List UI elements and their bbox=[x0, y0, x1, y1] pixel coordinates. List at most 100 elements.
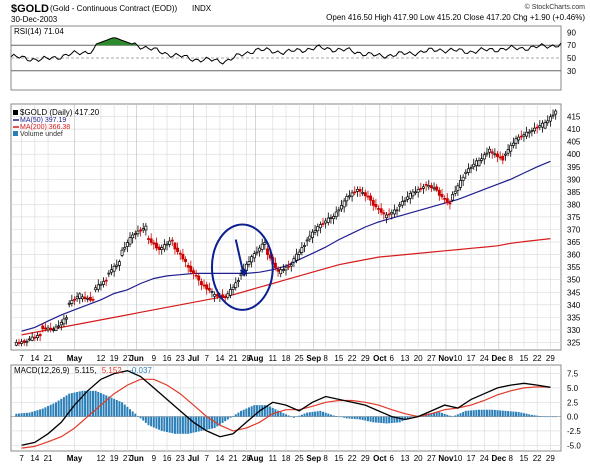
candle-body bbox=[139, 229, 143, 232]
macd-histogram-bar bbox=[105, 395, 108, 417]
macd-y-axis: -5.0 -2.5 0.0 2.5 5.0 7.5 bbox=[567, 370, 581, 451]
macd-histogram-bar bbox=[348, 416, 351, 419]
candle-body bbox=[70, 299, 74, 304]
macd-histogram-bar bbox=[300, 414, 303, 417]
candle-body bbox=[466, 168, 470, 173]
candle-body bbox=[144, 225, 148, 231]
candle-body bbox=[202, 284, 206, 287]
date-tick-label-bottom: Dec bbox=[491, 454, 506, 463]
date-tick-label-bottom: 19 bbox=[110, 454, 119, 463]
candle-body bbox=[538, 125, 542, 128]
candle-body bbox=[189, 265, 193, 272]
macd-tick-label: 5.0 bbox=[567, 384, 579, 393]
macd-histogram-bar bbox=[522, 413, 525, 417]
candle-body bbox=[337, 209, 341, 212]
macd-histogram-bar bbox=[168, 416, 171, 433]
macd-histogram-bar bbox=[279, 412, 282, 417]
macd-histogram-bar bbox=[324, 412, 327, 417]
macd-histogram-bar bbox=[192, 416, 195, 433]
price-tick-label: 395 bbox=[567, 163, 581, 172]
candle-body bbox=[514, 138, 518, 144]
candle-body bbox=[141, 228, 145, 231]
candle-body bbox=[445, 198, 449, 203]
candle-body bbox=[115, 264, 119, 267]
candle-body bbox=[194, 274, 198, 277]
macd-histogram-bar bbox=[462, 412, 465, 417]
candle-body bbox=[517, 136, 521, 141]
macd-histogram-bar bbox=[31, 411, 34, 417]
macd-histogram-bar bbox=[359, 416, 362, 420]
rsi-line bbox=[10, 37, 562, 65]
candle-body bbox=[120, 249, 124, 256]
macd-histogram-bar bbox=[44, 407, 47, 417]
candle-body bbox=[424, 183, 428, 186]
date-tick-label-bottom: 9 bbox=[152, 454, 157, 463]
macd-histogram-bar bbox=[197, 416, 200, 432]
macd-histogram-bar bbox=[247, 407, 250, 417]
candle-body bbox=[316, 226, 320, 232]
candle-body bbox=[57, 325, 61, 328]
macd-tick-label: -5.0 bbox=[567, 441, 581, 450]
macd-histogram-bar bbox=[208, 416, 211, 430]
macd-histogram-bar bbox=[298, 415, 301, 417]
chart-header: $GOLD (Gold - Continuous Contract (EOD))… bbox=[11, 3, 585, 24]
macd-histogram-bar bbox=[277, 410, 280, 417]
date-tick-label: 21 bbox=[229, 354, 238, 363]
candle-body bbox=[207, 287, 211, 291]
candle-body bbox=[459, 180, 462, 188]
candle-body bbox=[239, 273, 243, 277]
candle-body bbox=[551, 114, 555, 117]
macd-histogram-bar bbox=[229, 416, 232, 418]
macd-title-signal: 5.152, bbox=[102, 366, 124, 375]
macd-histogram-bar bbox=[528, 414, 531, 417]
candle-body bbox=[342, 200, 346, 208]
candle-body bbox=[147, 238, 150, 240]
candle-body bbox=[419, 187, 423, 190]
macd-histogram-bar bbox=[144, 416, 147, 423]
candle-body bbox=[152, 242, 156, 245]
macd-histogram-bar bbox=[507, 411, 510, 417]
legend-ma50-label: MA(50) 397.19 bbox=[20, 117, 66, 124]
macd-histogram-bar bbox=[179, 416, 182, 434]
candle-body bbox=[324, 220, 328, 224]
macd-histogram-bar bbox=[33, 410, 36, 417]
price-tick-label: 375 bbox=[567, 213, 581, 222]
candle-body bbox=[411, 191, 415, 197]
candle-body bbox=[181, 254, 185, 260]
candle-body bbox=[236, 280, 240, 283]
candle-body bbox=[480, 158, 484, 161]
price-tick-label: 345 bbox=[567, 288, 581, 297]
macd-histogram-bar bbox=[517, 412, 520, 417]
date-tick-label: 8 bbox=[509, 354, 514, 363]
candle-body bbox=[429, 185, 433, 189]
macd-histogram-bar bbox=[218, 416, 221, 425]
macd-histogram-bar bbox=[475, 409, 478, 417]
date-tick-label: 29 bbox=[546, 354, 555, 363]
macd-histogram-bar bbox=[253, 405, 256, 417]
macd-histogram-bar bbox=[62, 397, 65, 417]
candle-body bbox=[125, 242, 129, 247]
price-tick-label: 370 bbox=[567, 226, 581, 235]
symbol-label: $GOLD bbox=[11, 3, 49, 15]
macd-histogram-bar bbox=[499, 410, 502, 417]
macd-histogram-bar bbox=[374, 416, 377, 423]
candle-body bbox=[448, 202, 452, 205]
candle-body bbox=[186, 265, 190, 268]
macd-histogram-bar bbox=[533, 415, 536, 417]
price-tick-label: 365 bbox=[567, 238, 581, 247]
macd-histogram-bar bbox=[28, 412, 31, 417]
macd-histogram-bar bbox=[372, 416, 375, 423]
macd-histogram-bar bbox=[467, 410, 470, 417]
candle-body bbox=[464, 171, 468, 174]
candle-body bbox=[371, 200, 375, 206]
macd-histogram-bar bbox=[393, 416, 396, 423]
macd-histogram-bar bbox=[433, 412, 436, 417]
price-tick-label: 360 bbox=[567, 251, 581, 260]
macd-histogram-bar bbox=[94, 390, 97, 417]
macd-histogram-bar bbox=[285, 414, 287, 417]
candle-body bbox=[395, 209, 399, 212]
candle-body bbox=[49, 327, 53, 331]
candle-body bbox=[363, 192, 367, 197]
macd-histogram-bar bbox=[552, 416, 555, 418]
date-tick-label: Aug bbox=[248, 354, 264, 363]
